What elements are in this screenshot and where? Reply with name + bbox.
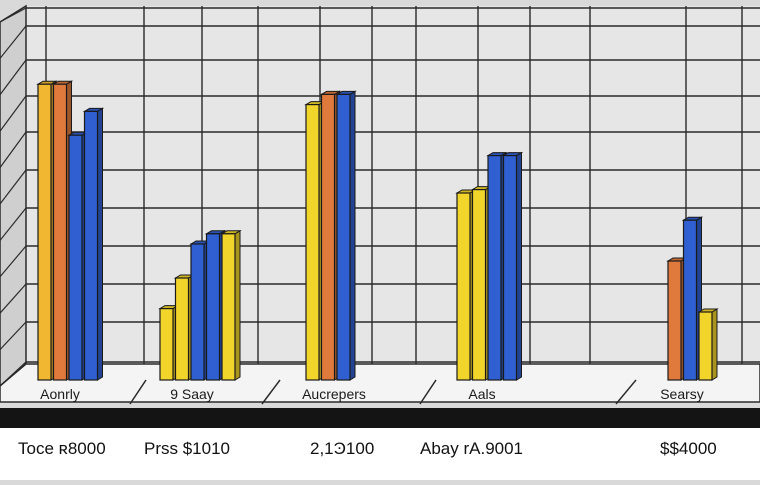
chart-baseline-strip: [0, 408, 760, 428]
grid-line-side: [0, 59, 27, 96]
footer-label: $$4000: [660, 439, 717, 458]
category-dividers: [129, 379, 637, 405]
grid-line-side: [0, 7, 27, 23]
category-label: Aonrly: [40, 386, 80, 402]
bar: [697, 308, 719, 381]
category-divider: [615, 379, 637, 405]
chart-bars: [36, 80, 719, 381]
category-label: Aals: [468, 386, 495, 402]
footer-label: Abay rA.9001: [420, 439, 523, 458]
bar: [501, 151, 524, 381]
grid-line-side: [0, 245, 27, 278]
grid-line-side: [0, 169, 27, 205]
chart-footer: [0, 428, 760, 480]
bar: [82, 107, 105, 381]
chart-grid: [0, 6, 760, 387]
grid-line-side: [0, 207, 27, 241]
category-divider: [261, 379, 281, 405]
grid-line-side: [0, 283, 27, 314]
category-label: 9 Saay: [170, 386, 214, 402]
footer-label: 2,1Ͽ100: [310, 439, 374, 458]
grid-line-side: [0, 321, 27, 351]
chart-floor: [0, 363, 760, 403]
footer-label: Toce ʀ8000: [18, 439, 106, 458]
grid-line-side: [0, 131, 27, 168]
bar: [335, 90, 357, 381]
footer-label: Prss $1010: [144, 439, 230, 458]
bar: [220, 229, 242, 381]
chart-side-wall: [0, 4, 27, 387]
category-divider: [129, 379, 147, 405]
footer-labels: Toce ʀ8000 Prss $1010 2,1Ͽ100 Abay rA.9001 $…: [18, 439, 717, 458]
chart-back-wall: [26, 6, 760, 364]
category-label: Searsy: [660, 386, 704, 402]
category-label: Aucrepers: [302, 386, 366, 402]
grid-line-side: [0, 25, 27, 59]
category-divider: [419, 379, 437, 405]
category-labels: Aonrly 9 Saay Aucrepers Aals Searsy: [40, 386, 704, 402]
grid-line-side: [0, 95, 27, 132]
